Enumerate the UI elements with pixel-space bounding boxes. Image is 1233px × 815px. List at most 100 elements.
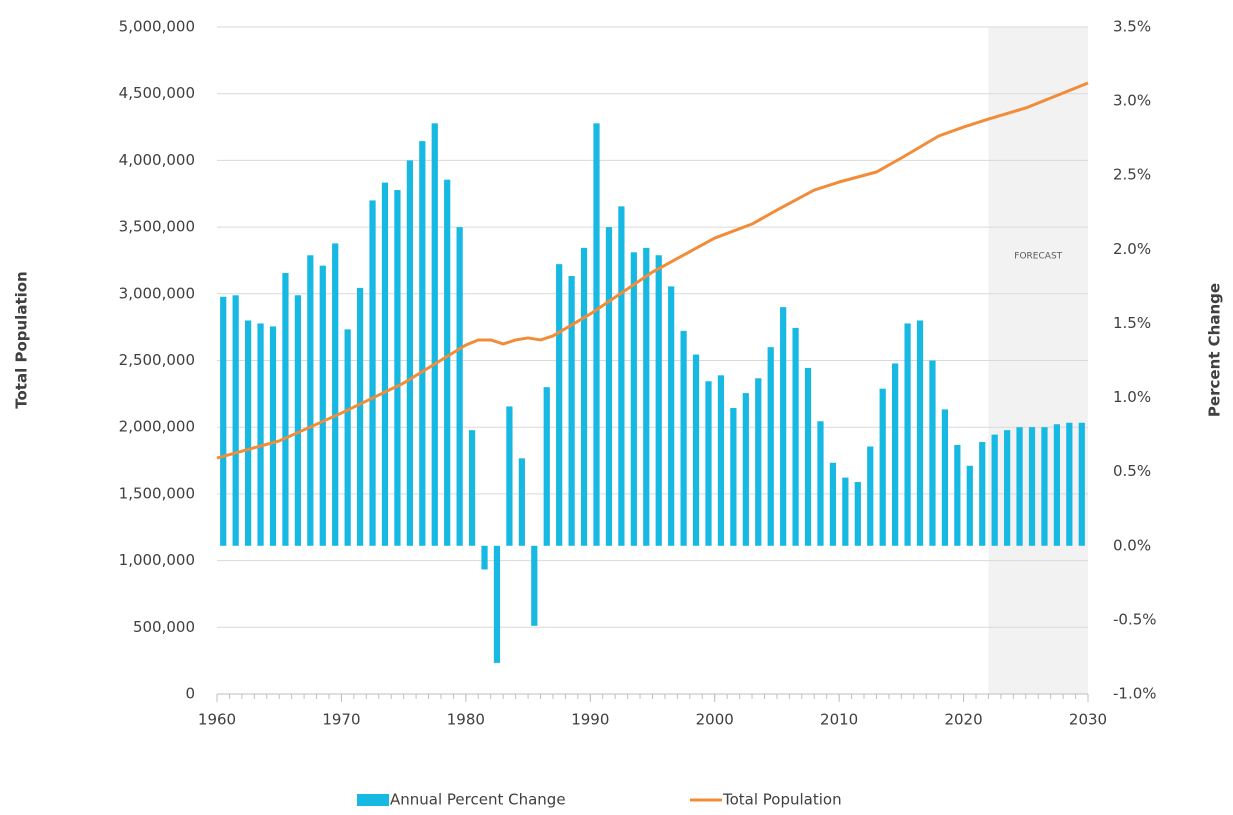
y2-tick-label: 0.0% bbox=[1113, 536, 1151, 554]
bar bbox=[307, 255, 314, 546]
bar bbox=[817, 421, 824, 546]
bar bbox=[406, 160, 413, 546]
bar bbox=[506, 406, 513, 546]
y-axis-title: Total Population bbox=[13, 271, 31, 408]
bar bbox=[879, 388, 886, 546]
bar bbox=[444, 179, 451, 546]
bar bbox=[381, 182, 389, 546]
bar bbox=[680, 330, 687, 546]
bar bbox=[630, 252, 637, 546]
bar bbox=[916, 320, 924, 546]
forecast-label: FORECAST bbox=[1014, 252, 1062, 262]
bar bbox=[643, 247, 650, 546]
bar bbox=[593, 123, 600, 546]
bar bbox=[966, 465, 973, 546]
bar bbox=[1066, 422, 1073, 546]
y-tick-label: 4,000,000 bbox=[119, 151, 195, 169]
bar bbox=[580, 247, 588, 546]
bar bbox=[854, 482, 861, 546]
bar bbox=[842, 477, 849, 546]
legend-swatch bbox=[357, 794, 389, 806]
bar bbox=[1041, 427, 1048, 546]
bar bbox=[568, 276, 575, 546]
bar bbox=[481, 545, 488, 570]
bar bbox=[717, 375, 725, 546]
y2-tick-label: 1.5% bbox=[1113, 314, 1151, 332]
x-tick-label: 2020 bbox=[944, 711, 982, 729]
bar bbox=[867, 446, 874, 546]
x-tick-label: 2030 bbox=[1069, 711, 1107, 729]
bar bbox=[1053, 424, 1061, 546]
bar bbox=[618, 206, 625, 546]
bar bbox=[419, 141, 426, 546]
bar bbox=[692, 354, 700, 546]
bar bbox=[941, 409, 949, 546]
bar bbox=[668, 286, 675, 546]
bar bbox=[456, 227, 463, 546]
bar bbox=[518, 458, 525, 546]
bar bbox=[431, 123, 438, 546]
y2-tick-label: -1.0% bbox=[1113, 685, 1157, 703]
x-tick-label: 1970 bbox=[322, 711, 360, 729]
x-tick-label: 1980 bbox=[447, 711, 485, 729]
y-tick-label: 2,000,000 bbox=[119, 418, 195, 436]
y-tick-label: 3,000,000 bbox=[119, 284, 195, 302]
bar bbox=[282, 273, 289, 546]
bar bbox=[1004, 430, 1011, 546]
bar bbox=[556, 264, 563, 546]
y-tick-label: 1,000,000 bbox=[119, 551, 195, 569]
bar bbox=[468, 430, 476, 546]
y-tick-label: 2,500,000 bbox=[119, 351, 195, 369]
line bbox=[216, 81, 1089, 460]
bar bbox=[319, 265, 326, 546]
bar bbox=[220, 296, 227, 546]
bar bbox=[991, 434, 998, 546]
y2-tick-label: 1.0% bbox=[1113, 388, 1151, 406]
bar bbox=[605, 227, 613, 546]
bar bbox=[655, 255, 662, 546]
bar bbox=[493, 545, 501, 663]
bar bbox=[257, 323, 264, 546]
bar bbox=[730, 407, 737, 546]
x-tick-label: 2010 bbox=[820, 711, 858, 729]
bar bbox=[755, 378, 762, 546]
x-tick-label: 2000 bbox=[696, 711, 734, 729]
bar bbox=[394, 190, 401, 546]
y-tick-label: 0 bbox=[185, 685, 195, 703]
bar bbox=[244, 320, 252, 546]
bar bbox=[767, 347, 774, 546]
y-tick-label: 1,500,000 bbox=[119, 484, 195, 502]
x-tick-label: 1960 bbox=[198, 711, 236, 729]
bar bbox=[929, 360, 936, 546]
y2-tick-label: 3.0% bbox=[1113, 92, 1151, 110]
legend-label: Annual Percent Change bbox=[390, 791, 566, 809]
bar bbox=[294, 295, 301, 546]
bar bbox=[344, 329, 351, 546]
bar bbox=[1028, 427, 1036, 546]
bar bbox=[979, 442, 986, 546]
bar bbox=[531, 545, 538, 626]
y-tick-label: 3,500,000 bbox=[119, 218, 195, 236]
y-tick-label: 4,500,000 bbox=[119, 84, 195, 102]
bar bbox=[356, 287, 364, 546]
bar bbox=[543, 387, 550, 546]
legend-label: Total Population bbox=[722, 791, 842, 809]
y2-tick-label: -0.5% bbox=[1113, 610, 1157, 628]
bar bbox=[232, 295, 239, 546]
bar bbox=[804, 367, 812, 546]
bar bbox=[829, 462, 837, 546]
y2-axis-title: Percent Change bbox=[1206, 283, 1224, 417]
bar bbox=[904, 323, 911, 546]
bar bbox=[780, 307, 787, 546]
y2-tick-label: 2.5% bbox=[1113, 166, 1151, 184]
bar bbox=[892, 363, 899, 546]
bar bbox=[369, 200, 376, 546]
y2-tick-label: 0.5% bbox=[1113, 462, 1151, 480]
y2-tick-label: 2.0% bbox=[1113, 240, 1151, 258]
bar bbox=[954, 444, 961, 546]
x-tick-label: 1990 bbox=[571, 711, 609, 729]
bar bbox=[269, 326, 277, 546]
bar bbox=[1016, 427, 1023, 546]
bar bbox=[742, 393, 749, 546]
